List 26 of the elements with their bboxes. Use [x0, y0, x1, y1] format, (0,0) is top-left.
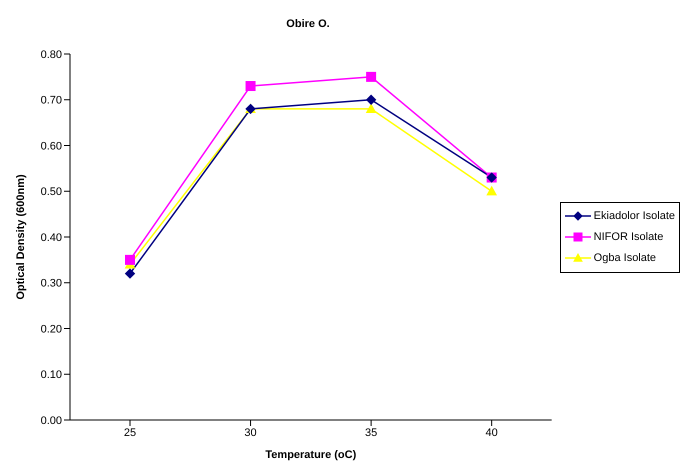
- y-tick-label: 0.80: [40, 48, 62, 61]
- y-tick-label: 0.00: [40, 414, 62, 427]
- point: [366, 94, 376, 105]
- y-tick-label: 0.20: [40, 323, 62, 336]
- y-tick-label: 0.10: [40, 369, 62, 382]
- y-tick-label: 0.60: [40, 140, 62, 152]
- y-tick-label: 0.30: [40, 278, 62, 290]
- point: [366, 72, 376, 82]
- x-tick-label: 35: [364, 426, 378, 439]
- point: [125, 268, 135, 279]
- x-axis-title: Temperature (oC): [265, 449, 357, 461]
- legend-label: NIFOR Isolate: [594, 231, 664, 243]
- x-tick-label: 30: [244, 426, 257, 439]
- point: [486, 186, 497, 196]
- y-axis-title: Optical Density (600nm): [14, 174, 27, 300]
- point: [125, 254, 135, 265]
- legend-label: Ogba Isolate: [594, 252, 656, 264]
- y-tick-label: 0.40: [40, 232, 62, 244]
- legend-label: Ekiadolor Isolate: [594, 210, 675, 222]
- chart-title: Obire O.: [285, 18, 331, 30]
- y-tick-label: 0.70: [40, 94, 62, 107]
- point: [366, 104, 376, 113]
- x-tick-label: 40: [486, 426, 498, 439]
- y-tick-label: 0.50: [40, 186, 62, 198]
- point: [246, 81, 256, 92]
- x-tick-label: 25: [124, 426, 136, 439]
